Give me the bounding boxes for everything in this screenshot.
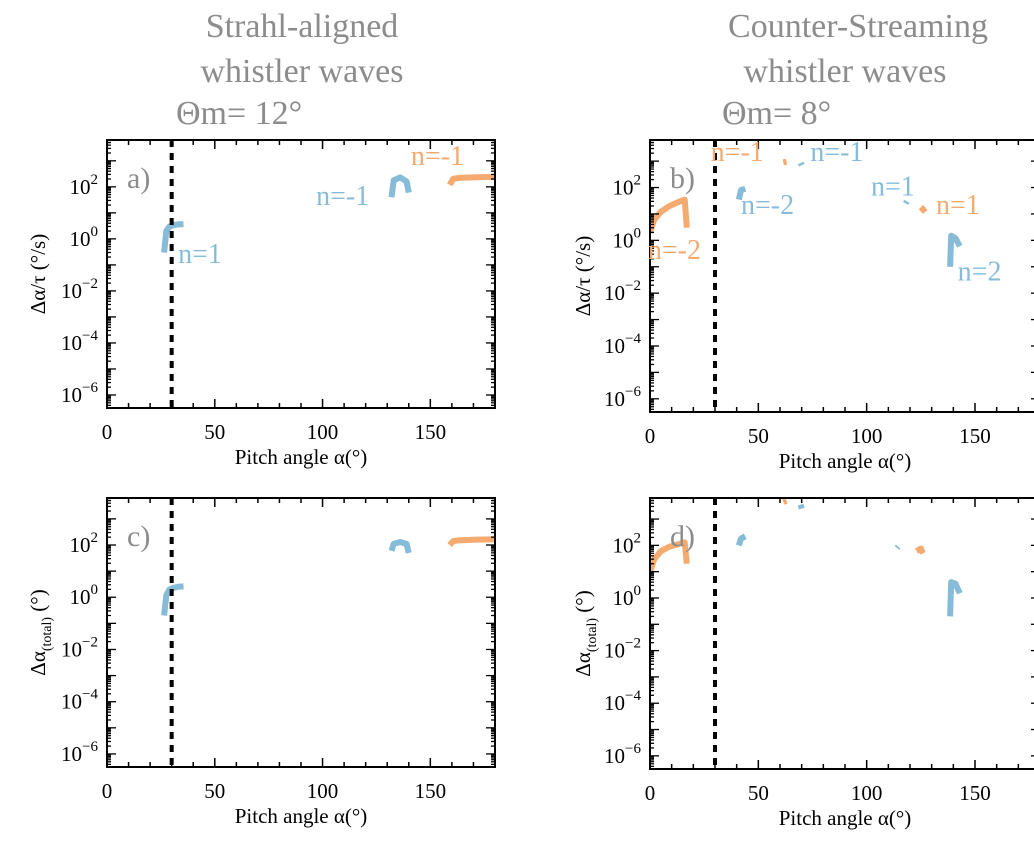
series-blue-3: [797, 503, 805, 510]
series-label: n=1: [178, 239, 222, 270]
series-blue-4: [894, 544, 901, 550]
panel-c: 0 50 100 150 10−6 10−4 10−2 100 102 Pitch angle α…: [26, 497, 496, 828]
series-orange-2: [782, 498, 788, 505]
series-blue-4: [903, 199, 910, 205]
y-tick-label: 10−2: [604, 636, 641, 663]
series-group: [650, 158, 963, 267]
panel-letter: b): [670, 162, 695, 195]
series-orange-2: [782, 158, 788, 166]
title-right-line-3: Θm= 8°: [722, 95, 831, 132]
x-tick-label: 0: [102, 420, 113, 444]
series-orange-5: [914, 545, 926, 555]
series-orange-5: [918, 205, 928, 214]
series-orange-0: [650, 196, 690, 234]
y-axis-label: Δα/τ (°/s): [571, 236, 595, 316]
y-tick-label: 100: [70, 224, 99, 251]
x-tick-label: 150: [415, 779, 447, 803]
x-tick-label: 150: [959, 424, 991, 448]
x-tick-label: 50: [204, 779, 225, 803]
series-blue-0: [161, 221, 184, 253]
x-axis-label: Pitch angle α(°): [779, 806, 912, 830]
y-tick-label: 102: [70, 530, 99, 557]
series-blue-1: [388, 539, 412, 554]
y-tick-label: 10−6: [604, 741, 641, 768]
x-tick-label: 100: [307, 420, 339, 444]
column-title-left: Strahl-aligned whistler waves Θm= 12°: [176, 8, 404, 132]
series-blue-6: [947, 232, 963, 267]
series-orange-2: [447, 536, 495, 547]
x-tick-label: 0: [102, 779, 113, 803]
panel-d: 0 50 100 150 10−6 10−4 10−2 100 102 Pitch angle α…: [571, 497, 1034, 830]
series-label: n=-1: [316, 181, 369, 212]
y-tick-label: 100: [613, 583, 642, 610]
series-blue-6: [947, 579, 963, 617]
series-label: n=-1: [711, 137, 764, 168]
y-axis-label: Δα/τ (°/s): [26, 234, 50, 314]
series-blue-1: [735, 185, 747, 201]
series-group: [161, 536, 495, 616]
axes-frame: [649, 497, 1034, 770]
panel-letter: d): [670, 520, 695, 553]
panel-b: 0 50 100 150 10−6 10−4 10−2 100 102 Pitch angle α…: [571, 137, 1034, 473]
y-axis-label: Δα(total) (°): [571, 590, 600, 676]
y-tick-label: 10−4: [61, 328, 98, 355]
x-tick-label: 100: [851, 424, 883, 448]
series-orange-0: [650, 539, 690, 573]
y-tick-label: 10−4: [604, 331, 641, 358]
y-tick-label: 10−2: [61, 276, 98, 303]
y-tick-label: 100: [613, 225, 642, 252]
y-tick-label: 102: [613, 530, 642, 557]
axes-frame: [106, 139, 496, 409]
series-label: n=2: [958, 257, 1002, 288]
x-tick-label: 150: [415, 420, 447, 444]
y-tick-label: 10−6: [604, 384, 641, 411]
y-tick-label: 102: [70, 172, 99, 199]
y-axis-label: Δα(total) (°): [26, 589, 55, 675]
title-left-line-1: Strahl-aligned: [206, 8, 399, 45]
axes-frame: [106, 497, 496, 768]
title-right-line-1: Counter-Streaming: [728, 8, 988, 45]
title-left-line-3: Θm= 12°: [176, 95, 302, 132]
title-right-line-2: whistler waves: [743, 53, 946, 90]
x-tick-label: 150: [959, 781, 991, 805]
x-tick-label: 50: [748, 424, 769, 448]
y-tick-label: 10−6: [61, 739, 98, 766]
y-tick-label: 100: [70, 582, 99, 609]
series-label: n=1: [936, 190, 980, 221]
x-axis-label: Pitch angle α(°): [779, 449, 912, 473]
column-title-right: Counter-Streaming whistler waves Θm= 8°: [722, 8, 988, 132]
y-tick-label: 10−6: [61, 380, 98, 407]
x-axis-label: Pitch angle α(°): [235, 445, 368, 469]
series-label: n=-2: [648, 235, 701, 266]
x-tick-label: 50: [748, 781, 769, 805]
series-blue-1: [735, 533, 747, 547]
series-label: n=-1: [411, 141, 464, 172]
y-tick-label: 10−2: [604, 278, 641, 305]
panel-letter: a): [127, 162, 150, 195]
panel-letter: c): [127, 520, 150, 553]
series-blue-3: [797, 161, 805, 167]
series-label: n=-2: [741, 190, 794, 221]
panel-a: 0 50 100 150 10−6 10−4 10−2 100 102 Pitch angle α…: [26, 139, 496, 469]
x-axis-label: Pitch angle α(°): [235, 804, 368, 828]
x-tick-label: 100: [307, 779, 339, 803]
series-label: n=1: [871, 171, 915, 202]
series-blue-1: [388, 174, 412, 198]
series-label: n=-1: [810, 137, 863, 168]
title-left-line-2: whistler waves: [200, 53, 403, 90]
series-group: [161, 173, 495, 253]
series-blue-0: [161, 583, 184, 616]
y-tick-label: 102: [613, 173, 642, 200]
series-orange-2: [447, 173, 495, 187]
series-group: [650, 498, 963, 617]
x-tick-label: 100: [851, 781, 883, 805]
y-tick-label: 10−2: [61, 634, 98, 661]
y-tick-label: 10−4: [61, 687, 98, 714]
y-tick-label: 10−4: [604, 688, 641, 715]
x-tick-label: 0: [645, 424, 656, 448]
x-tick-label: 50: [204, 420, 225, 444]
x-tick-label: 0: [645, 781, 656, 805]
